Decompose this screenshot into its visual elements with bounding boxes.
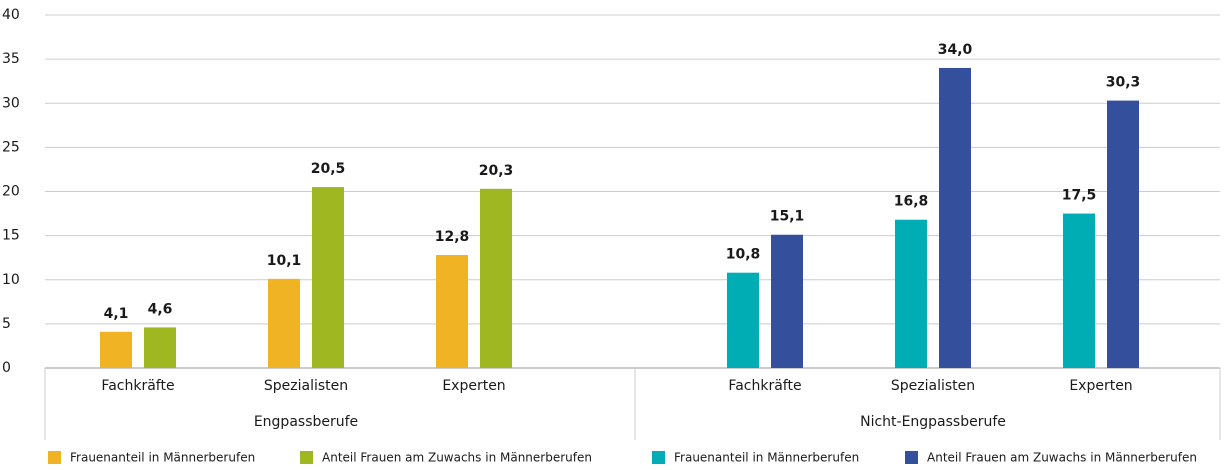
value-label: 4,6 [148,301,173,317]
y-tick-label: 40 [2,7,20,23]
value-label: 20,5 [311,161,346,177]
y-tick-label: 15 [2,228,20,244]
legend-label: Anteil Frauen am Zuwachs in Männerberufe… [322,451,592,465]
bar [100,331,132,368]
bar [480,188,512,368]
bar [1107,100,1139,368]
value-label: 10,8 [726,247,761,263]
bar [771,234,803,368]
value-label: 20,3 [479,163,514,179]
legend-label: Anteil Frauen am Zuwachs in Männerberufe… [927,451,1197,465]
x-tick-label: Spezialisten [264,378,348,394]
x-tick-label: Spezialisten [891,378,975,394]
legend-label: Frauenanteil in Männerberufen [674,451,859,465]
value-label: 30,3 [1106,75,1141,91]
bar [268,278,300,368]
y-tick-label: 0 [2,360,11,376]
value-label: 16,8 [894,194,929,210]
bar [312,187,344,368]
bar [144,327,176,368]
bar [727,272,759,368]
group-label: Engpassberufe [254,414,358,430]
y-tick-label: 30 [2,95,20,111]
value-label: 34,0 [938,42,973,58]
legend-swatch [905,451,918,464]
bar [1063,213,1095,368]
bar [939,67,971,368]
value-label: 4,1 [104,306,129,322]
legend-label: Frauenanteil in Männerberufen [70,451,255,465]
legend-swatch [48,451,61,464]
bar [436,255,468,368]
x-tick-label: Experten [442,378,505,394]
group-label: Nicht-Engpassberufe [860,414,1006,430]
y-tick-label: 5 [2,316,11,332]
legend-swatch [652,451,665,464]
x-tick-label: Fachkräfte [728,378,801,394]
x-tick-label: Fachkräfte [101,378,174,394]
y-tick-label: 20 [2,184,20,200]
y-tick-label: 35 [2,51,20,67]
x-tick-label: Experten [1069,378,1132,394]
value-label: 15,1 [770,209,805,225]
y-tick-label: 10 [2,272,20,288]
legend-swatch [300,451,313,464]
value-label: 10,1 [267,253,302,269]
value-label: 12,8 [435,229,470,245]
bar [895,219,927,368]
value-label: 17,5 [1062,188,1097,204]
y-tick-label: 25 [2,139,20,155]
